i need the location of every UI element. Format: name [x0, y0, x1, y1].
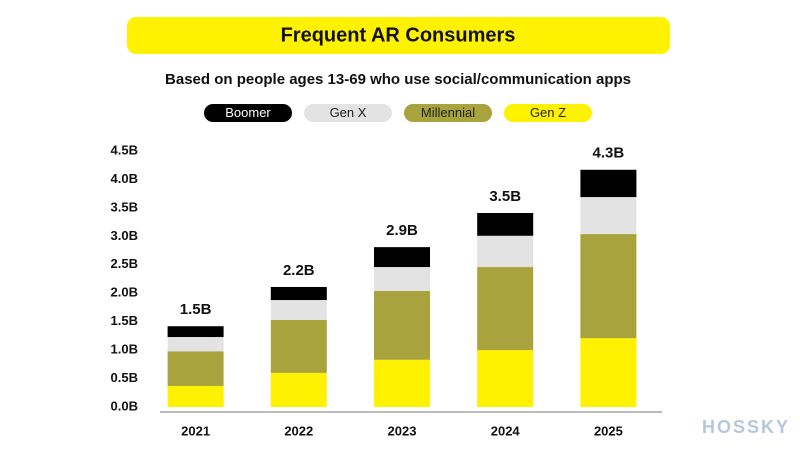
y-tick-label: 1.0B	[111, 342, 138, 357]
legend-label: Millennial	[421, 105, 475, 120]
y-tick-label: 1.5B	[111, 313, 138, 328]
x-tick-label: 2024	[491, 423, 521, 438]
watermark: HOSSKY	[702, 417, 790, 437]
bar-segment	[167, 326, 224, 338]
bar-segment	[374, 359, 430, 407]
total-label: 4.3B	[593, 145, 625, 162]
y-tick-label: 4.0B	[111, 171, 138, 186]
y-tick-label: 2.0B	[111, 285, 138, 300]
chart-title: Frequent AR Consumers	[281, 24, 516, 46]
total-label: 3.5B	[489, 188, 521, 205]
bar-segment	[167, 351, 224, 386]
x-tick-label: 2023	[388, 423, 417, 438]
legend-swatch	[404, 104, 492, 122]
y-tick-label: 0.5B	[111, 370, 138, 385]
y-tick-label: 3.0B	[111, 228, 138, 243]
bar-segment	[270, 300, 327, 320]
bar-segment	[270, 319, 327, 373]
total-label: 1.5B	[180, 301, 212, 318]
x-tick-label: 2021	[181, 423, 210, 438]
bar-segment	[270, 286, 327, 301]
bar-segment	[477, 213, 534, 236]
bar-segment	[580, 197, 637, 235]
bar-segment	[270, 372, 327, 407]
total-label: 2.9B	[386, 222, 418, 239]
total-label: 2.2B	[283, 262, 315, 279]
chart-subtitle: Based on people ages 13-69 who use socia…	[165, 71, 631, 88]
bar-segment	[167, 385, 224, 407]
y-tick-label: 0.0B	[111, 398, 138, 413]
y-tick-label: 3.5B	[111, 199, 138, 214]
bar-segment	[374, 247, 430, 268]
bar-segment	[167, 337, 224, 352]
bar-segment	[374, 290, 430, 360]
bar-segment	[477, 267, 534, 351]
legend-swatch	[304, 104, 392, 122]
bar-segment	[580, 169, 637, 198]
bar-segment	[477, 350, 534, 407]
legend-label: Boomer	[225, 105, 271, 120]
bar-segment	[580, 338, 637, 407]
x-tick-label: 2025	[594, 423, 623, 438]
legend-label: Gen X	[330, 105, 367, 120]
legend-swatch	[204, 104, 292, 122]
legend-swatch	[504, 104, 592, 122]
y-tick-label: 4.5B	[111, 142, 138, 157]
title-banner	[127, 17, 670, 54]
bar-segment	[580, 234, 637, 339]
y-tick-label: 2.5B	[111, 256, 138, 271]
legend-label: Gen Z	[530, 105, 566, 120]
bar-segment	[374, 267, 430, 291]
x-tick-label: 2022	[284, 423, 313, 438]
bar-segment	[477, 235, 534, 268]
